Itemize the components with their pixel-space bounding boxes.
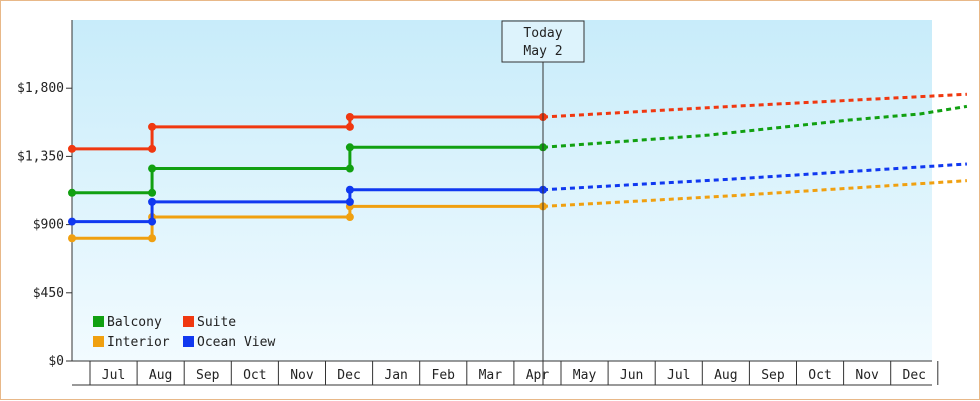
- data-point: [345, 122, 354, 131]
- series-line-history: [72, 204, 543, 240]
- y-tick-label: $1,800: [17, 81, 64, 96]
- data-point: [345, 197, 354, 206]
- today-date: May 2: [523, 44, 562, 59]
- data-point: [68, 234, 76, 243]
- x-tick-label: Aug: [714, 368, 737, 383]
- legend-label-ocean-view: Ocean View: [197, 335, 275, 350]
- today-label: Today: [523, 26, 562, 41]
- data-point: [345, 213, 354, 222]
- data-point: [148, 234, 157, 243]
- legend-label-suite: Suite: [197, 315, 236, 330]
- x-tick-label: Apr: [526, 368, 550, 383]
- series-suite: [68, 92, 967, 153]
- series-balcony: [68, 104, 968, 197]
- legend: Balcony Suite Interior Ocean View: [93, 315, 275, 350]
- x-tick-label: Jul: [667, 368, 690, 383]
- x-tick-label: Oct: [243, 368, 266, 383]
- x-tick-label: Sep: [761, 368, 785, 383]
- data-point: [68, 188, 76, 197]
- data-point: [148, 144, 157, 153]
- legend-swatch-suite: [183, 316, 194, 327]
- series-line-history: [72, 188, 543, 224]
- legend-label-balcony: Balcony: [107, 315, 162, 330]
- legend-swatch-balcony: [93, 316, 104, 327]
- series-line-history: [72, 115, 543, 151]
- series-line-forecast: [542, 104, 968, 149]
- data-point: [148, 122, 157, 131]
- today-marker: Today May 2: [501, 20, 585, 385]
- data-point: [345, 112, 354, 121]
- legend-swatch-ocean-view: [183, 336, 194, 347]
- x-tick-label: May: [573, 368, 597, 383]
- x-tick-label: Jan: [384, 368, 407, 383]
- x-tick-label: Nov: [290, 368, 314, 383]
- series-ocean-view: [68, 162, 967, 226]
- x-tick-label: Nov: [855, 368, 879, 383]
- data-point: [345, 164, 354, 173]
- y-tick-label: $900: [33, 218, 64, 233]
- data-point: [148, 164, 157, 173]
- x-tick-label: Feb: [432, 368, 456, 383]
- x-tick-label: Dec: [337, 368, 360, 383]
- series-line-forecast: [542, 92, 967, 119]
- series-interior: [68, 179, 967, 243]
- data-point: [148, 197, 157, 206]
- data-point: [148, 217, 157, 226]
- legend-swatch-interior: [93, 336, 104, 347]
- y-tick-label: $450: [33, 286, 64, 301]
- data-point: [345, 185, 354, 194]
- x-tick-label: Oct: [808, 368, 831, 383]
- series-layer: [68, 92, 968, 243]
- today-box: [501, 20, 585, 63]
- data-point: [68, 144, 76, 153]
- data-point: [68, 217, 76, 226]
- x-tick-label: Aug: [149, 368, 172, 383]
- series-line-history: [72, 145, 543, 195]
- legend-label-interior: Interior: [107, 335, 170, 350]
- series-line-forecast: [542, 162, 967, 192]
- x-tick-label: Mar: [479, 368, 503, 383]
- y-tick-label: $0: [48, 354, 64, 369]
- x-tick-label: Jun: [620, 368, 643, 383]
- x-tick-label: Dec: [903, 368, 926, 383]
- x-tick-label: Jul: [102, 368, 125, 383]
- y-tick-label: $1,350: [17, 149, 64, 164]
- x-tick-label: Sep: [196, 368, 220, 383]
- data-point: [148, 188, 157, 197]
- series-line-forecast: [542, 179, 967, 208]
- data-point: [345, 143, 354, 152]
